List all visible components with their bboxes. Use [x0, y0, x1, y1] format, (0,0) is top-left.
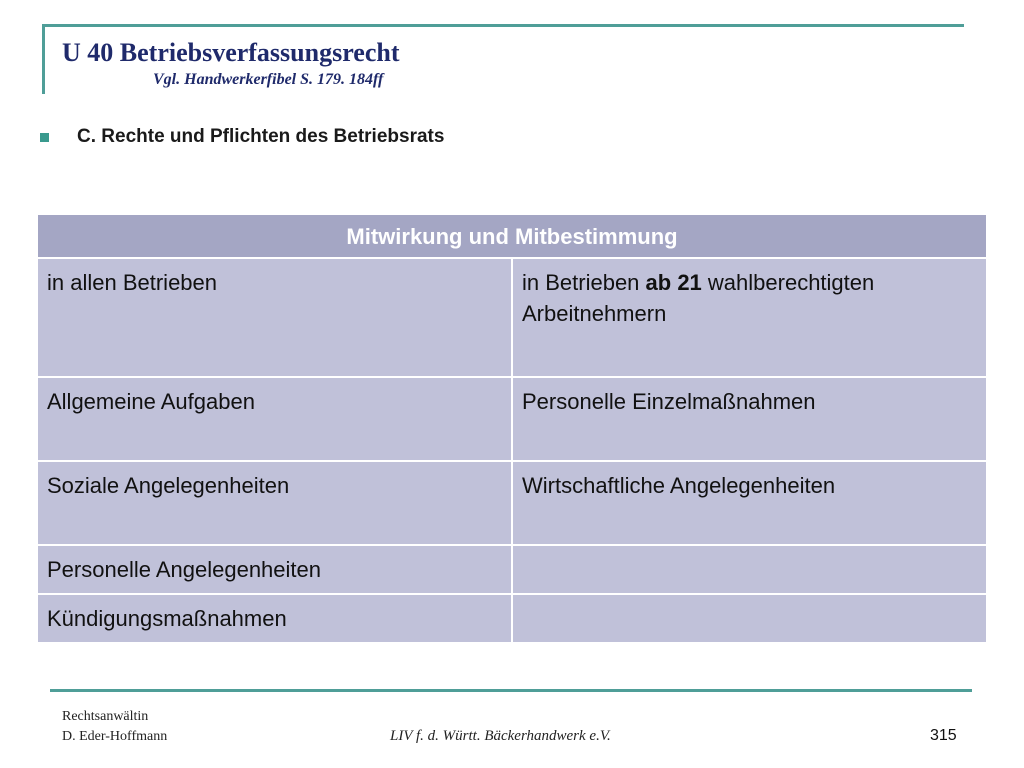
page-number: 315	[930, 727, 957, 744]
table-cell: Soziale Angelegenheiten	[36, 460, 513, 546]
footer-organization: LIV f. d. Württ. Bäckerhandwerk e.V.	[390, 728, 611, 744]
footer-divider	[50, 689, 972, 692]
footer-author: Rechtsanwältin D. Eder-Hoffmann	[62, 707, 167, 747]
slide-title: U 40 Betriebsverfassungsrecht	[62, 38, 400, 67]
footer-author-title: Rechtsanwältin	[62, 709, 149, 724]
table-row: Allgemeine Aufgaben Personelle Einzelmaß…	[36, 376, 988, 462]
table-row: Personelle Angelegenheiten	[36, 544, 988, 595]
rights-table: Mitwirkung und Mitbestimmung in allen Be…	[36, 213, 988, 644]
table-cell: Wirtschaftliche Angelegenheiten	[511, 460, 988, 546]
table-cell: in allen Betrieben	[36, 257, 513, 378]
table-cell: Personelle Angelegenheiten	[36, 544, 513, 595]
title-frame-left-line	[42, 24, 45, 94]
table-row: Soziale Angelegenheiten Wirtschaftliche …	[36, 460, 988, 546]
cell-text: wahlberechtigten Arbeitnehmern	[522, 270, 875, 326]
cell-text: in Betrieben	[522, 270, 646, 295]
table-cell	[511, 593, 988, 644]
table-row: in allen Betrieben in Betrieben ab 21 wa…	[36, 257, 988, 378]
cell-text-bold: ab 21	[645, 270, 702, 295]
bullet-item: C. Rechte und Pflichten des Betriebsrats	[40, 126, 444, 148]
bullet-text: C. Rechte und Pflichten des Betriebsrats	[77, 126, 445, 147]
title-frame-top-line	[42, 24, 964, 27]
bullet-square-icon	[40, 132, 49, 142]
table-cell: Personelle Einzelmaßnahmen	[511, 376, 988, 462]
table-header-cell: Mitwirkung und Mitbestimmung	[36, 213, 988, 259]
table-row: Kündigungsmaßnahmen	[36, 593, 988, 644]
table-header-row: Mitwirkung und Mitbestimmung	[36, 213, 988, 259]
table-cell: Kündigungsmaßnahmen	[36, 593, 513, 644]
table-cell: in Betrieben ab 21 wahlberechtigten Arbe…	[511, 257, 988, 378]
slide-subtitle: Vgl. Handwerkerfibel S. 179. 184ff	[153, 71, 384, 88]
footer-author-name: D. Eder-Hoffmann	[62, 729, 168, 744]
table-cell: Allgemeine Aufgaben	[36, 376, 513, 462]
table-cell	[511, 544, 988, 595]
